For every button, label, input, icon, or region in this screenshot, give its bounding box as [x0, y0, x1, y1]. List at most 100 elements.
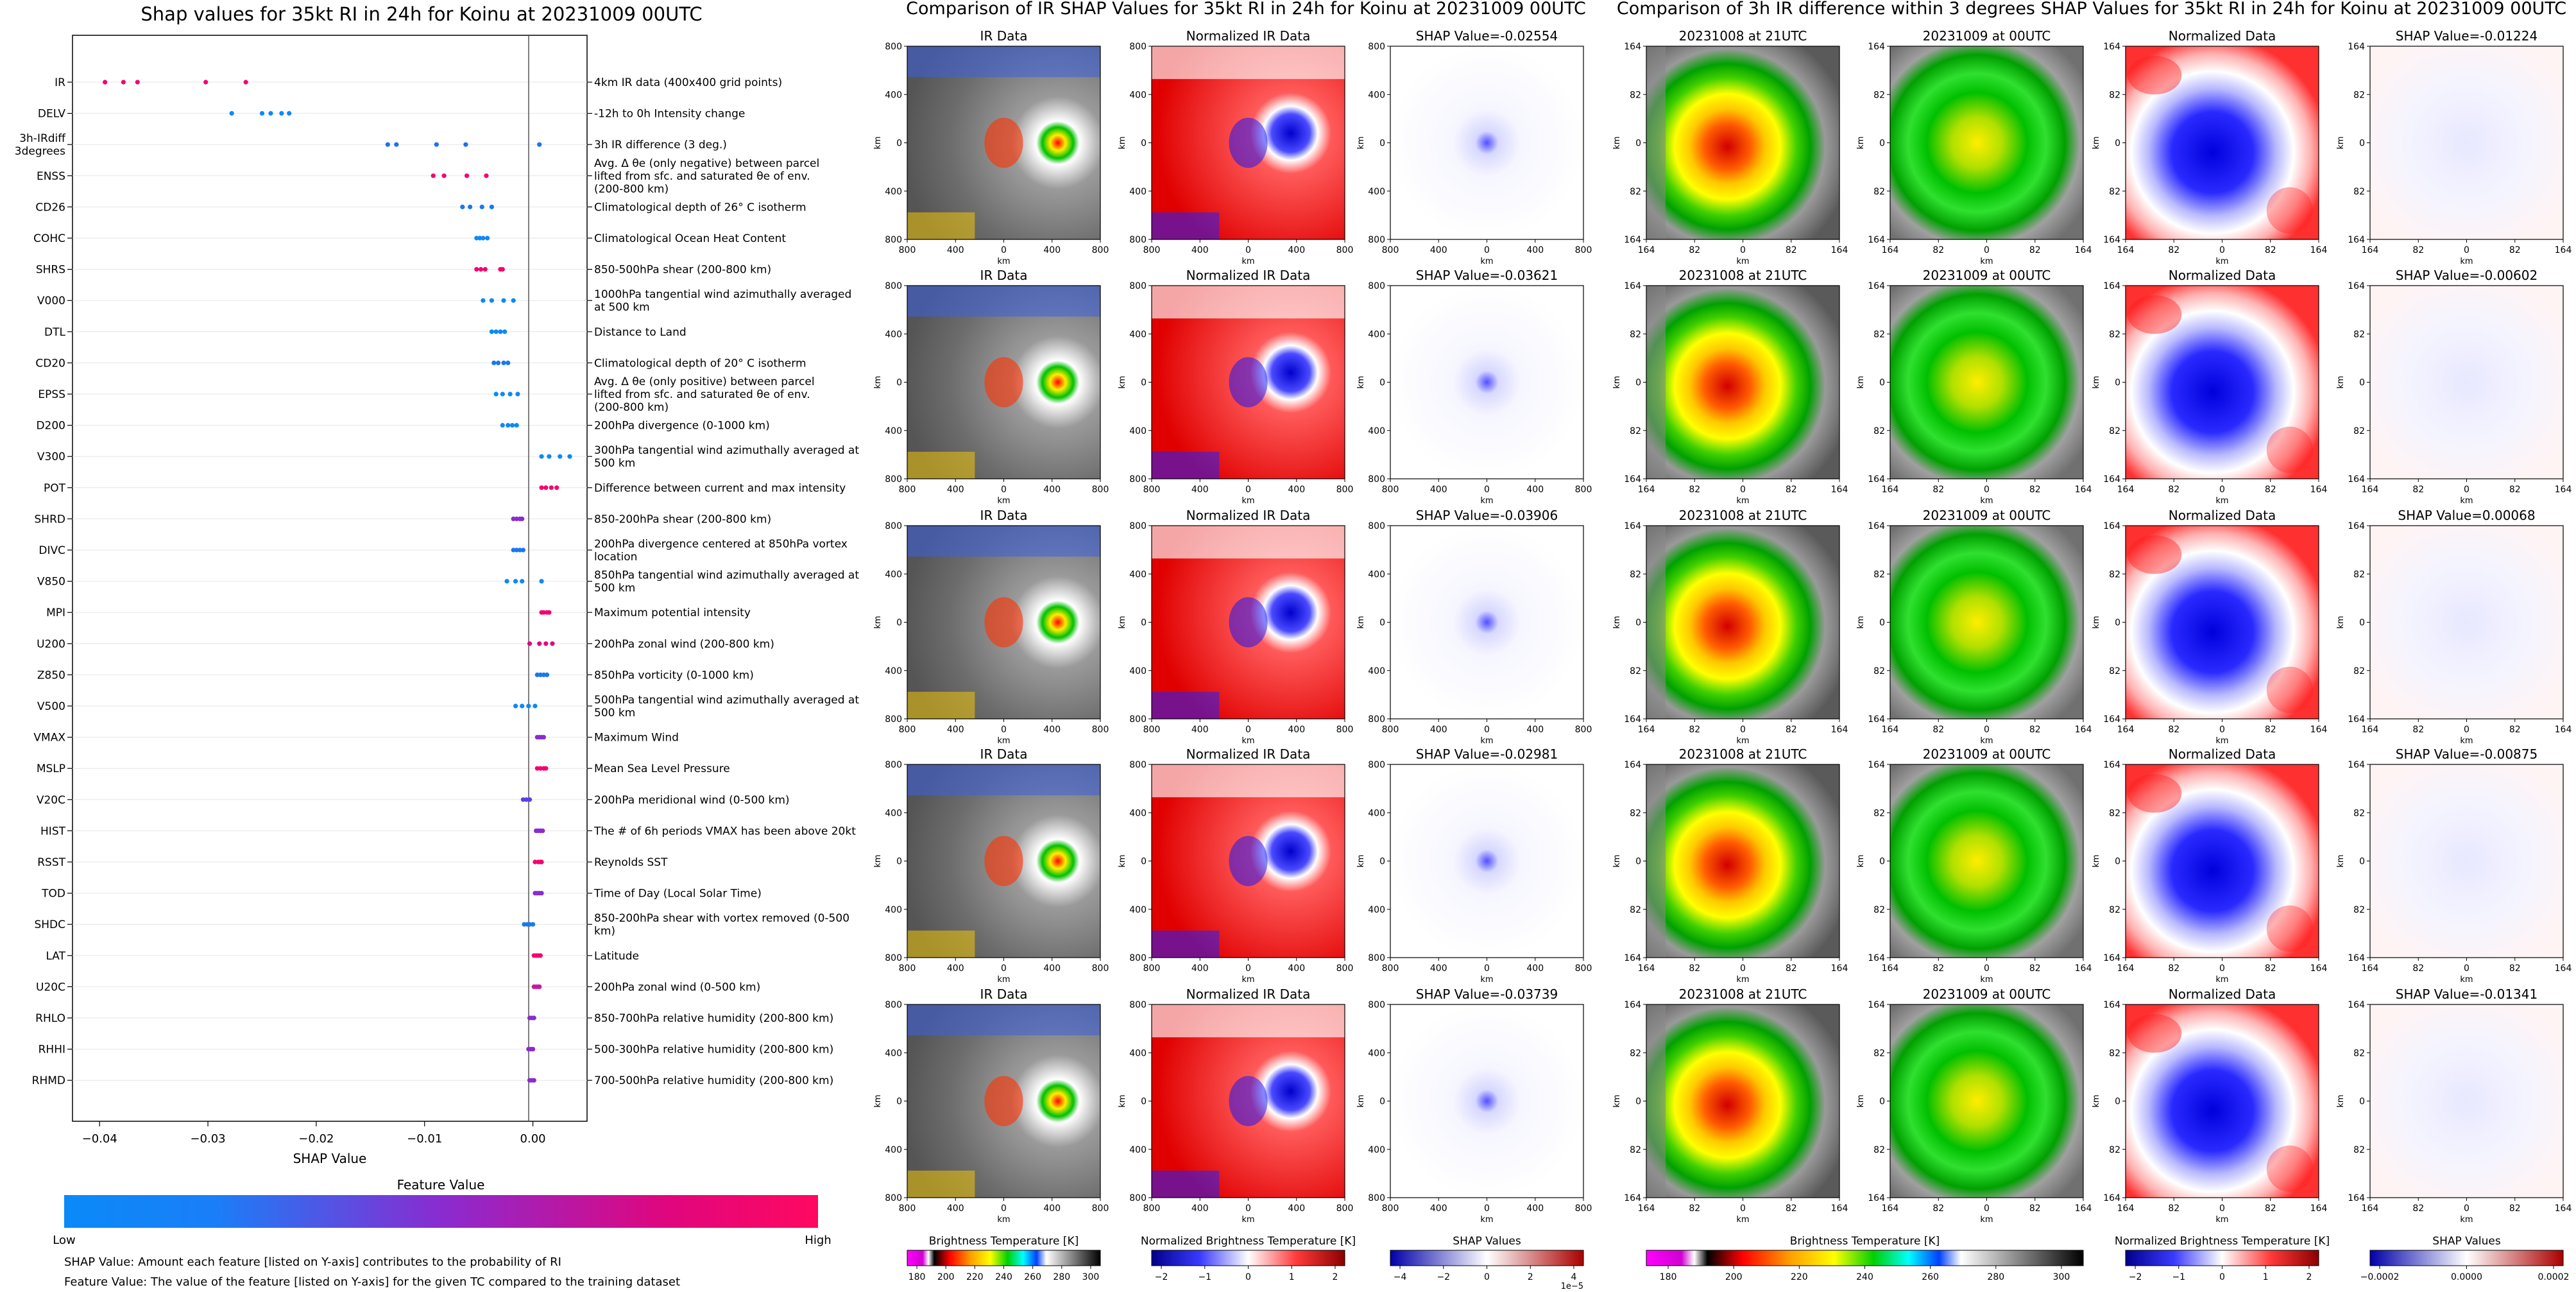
- y-tick-label: 400: [1368, 1048, 1385, 1058]
- y-tick-label: 82: [1873, 1145, 1885, 1155]
- shap-point: [259, 111, 265, 116]
- y-tick-label: 400: [885, 426, 902, 436]
- warm-anomaly: [2128, 295, 2182, 334]
- y-tick-label: 400: [1129, 426, 1147, 436]
- shap-point: [121, 80, 126, 85]
- y-axis-label: km: [1856, 616, 1866, 628]
- y-tick-label: 164: [1868, 760, 1885, 770]
- feature-rows: IR 4km IR data (400x400 grid points) DELV -…: [15, 76, 860, 1087]
- feature-label: U20C: [36, 981, 65, 994]
- y-tick-label: 82: [1630, 905, 1641, 915]
- feature-description: 300hPa tangential wind azimuthally avera…: [594, 444, 859, 470]
- y-tick-label: 164: [2348, 521, 2365, 531]
- shap-point: [513, 703, 518, 709]
- x-tick-label: 800: [1336, 1203, 1354, 1214]
- x-tick-label: 164: [2310, 725, 2328, 735]
- y-tick-label: 164: [2348, 474, 2365, 485]
- shap-point: [500, 267, 505, 272]
- x-tick-label: 164: [2075, 725, 2092, 735]
- x-axis-label: km: [1736, 496, 1749, 506]
- panel-title: Normalized Data: [2169, 746, 2276, 762]
- x-tick-label: 400: [947, 1203, 964, 1214]
- colorbar-low-label: Low: [53, 1234, 75, 1247]
- y-tick-label: 0: [1379, 378, 1385, 388]
- shap-point: [506, 360, 511, 366]
- cloud-band-top: [907, 526, 1100, 557]
- x-tick-label: 164: [2555, 1203, 2572, 1214]
- feature-description: Avg. Δ θe (only negative) between parcel…: [594, 157, 819, 196]
- cloud-band-bottom: [1152, 212, 1220, 239]
- panel-title: Normalized Data: [2169, 268, 2276, 283]
- y-tick-label: 164: [2348, 1193, 2365, 1203]
- y-tick-label: 400: [885, 187, 902, 197]
- x-tick-label: 164: [1831, 485, 1848, 495]
- colorbar-tick-label: 240: [995, 1272, 1012, 1282]
- y-tick-label: 400: [1368, 905, 1385, 915]
- colorbar-tick-label: −2: [1155, 1272, 1168, 1282]
- shap-point: [554, 485, 559, 490]
- image-panel: Normalized IR Data8008004004000040040080…: [1118, 28, 1353, 266]
- feature-description: Climatological depth of 20° C isotherm: [594, 357, 806, 370]
- x-tick-label: 0: [1740, 1203, 1746, 1214]
- shap-point: [287, 111, 292, 116]
- y-tick-label: 800: [1368, 521, 1385, 531]
- x-tick-label: 400: [1430, 725, 1447, 735]
- shap-point: [460, 204, 465, 209]
- y-tick-label: 164: [1624, 953, 1641, 963]
- footnote-shap: SHAP Value: Amount each feature [listed …: [64, 1255, 561, 1269]
- x-tick-label: 82: [2412, 963, 2424, 974]
- cloud-band-bottom: [907, 1170, 975, 1198]
- y-tick-label: 82: [2109, 905, 2120, 915]
- x-tick-label: 82: [2265, 725, 2276, 735]
- panel-image: [2370, 46, 2563, 239]
- shap-point: [431, 173, 436, 178]
- x-tick-label: 82: [2168, 245, 2179, 255]
- x-tick-label: 400: [947, 245, 964, 255]
- summary-plot-frame: [72, 35, 588, 1122]
- feature-label: POT: [44, 482, 66, 495]
- x-axis-label: km: [1736, 736, 1749, 746]
- x-tick-label: 82: [1786, 1203, 1797, 1214]
- panel-image: [1646, 526, 1839, 719]
- feature-description: The # of 6h periods VMAX has been above …: [593, 825, 856, 838]
- convection-blob: [1229, 597, 1268, 648]
- shap-point: [520, 797, 525, 802]
- cloud-band-top: [1152, 526, 1345, 559]
- image-panel: Normalized IR Data8008004004000040040080…: [1118, 986, 1353, 1225]
- feature-description: 850-700hPa relative humidity (200-800 km…: [594, 1012, 833, 1025]
- y-tick-label: 0: [2359, 1097, 2365, 1107]
- image-panel: SHAP Value=-0.03621800800400400004004008…: [1356, 268, 1592, 506]
- y-tick-label: 800: [885, 474, 902, 485]
- x-tick-label: 800: [1382, 963, 1399, 974]
- feature-label: SHRS: [36, 264, 65, 277]
- x-tick-label: 0: [2464, 725, 2469, 735]
- y-tick-label: 82: [2353, 905, 2365, 915]
- x-tick-label: 82: [1689, 725, 1700, 735]
- x-axis-label: km: [1736, 1215, 1749, 1225]
- panel-image: [2370, 764, 2563, 958]
- y-tick-label: 400: [1129, 569, 1147, 580]
- y-tick-label: 82: [1873, 329, 1885, 340]
- y-axis-label: km: [2092, 136, 2101, 149]
- y-tick-label: 164: [2103, 42, 2120, 52]
- shap-point: [441, 173, 447, 178]
- shap-point: [501, 360, 506, 366]
- y-tick-label: 800: [1129, 42, 1147, 52]
- x-tick-label: 800: [1143, 725, 1161, 735]
- x-axis-label: km: [2460, 257, 2473, 266]
- shap-point: [530, 922, 536, 927]
- warm-anomaly: [2128, 774, 2182, 813]
- y-tick-label: 800: [885, 1193, 902, 1203]
- feature-label: V300: [37, 451, 65, 463]
- x-tick-label: 0: [2219, 245, 2225, 255]
- x-axis-label: km: [1241, 975, 1254, 985]
- y-tick-label: 82: [2109, 426, 2120, 436]
- x-tick-label: 82: [1689, 1203, 1700, 1214]
- x-tick-label: 800: [1575, 963, 1592, 974]
- y-tick-label: 82: [2109, 187, 2120, 197]
- y-tick-label: 400: [1368, 808, 1385, 818]
- y-tick-label: 164: [1868, 474, 1885, 485]
- x-tick-label: 400: [1288, 725, 1305, 735]
- x-tick-label: 800: [1575, 1203, 1592, 1214]
